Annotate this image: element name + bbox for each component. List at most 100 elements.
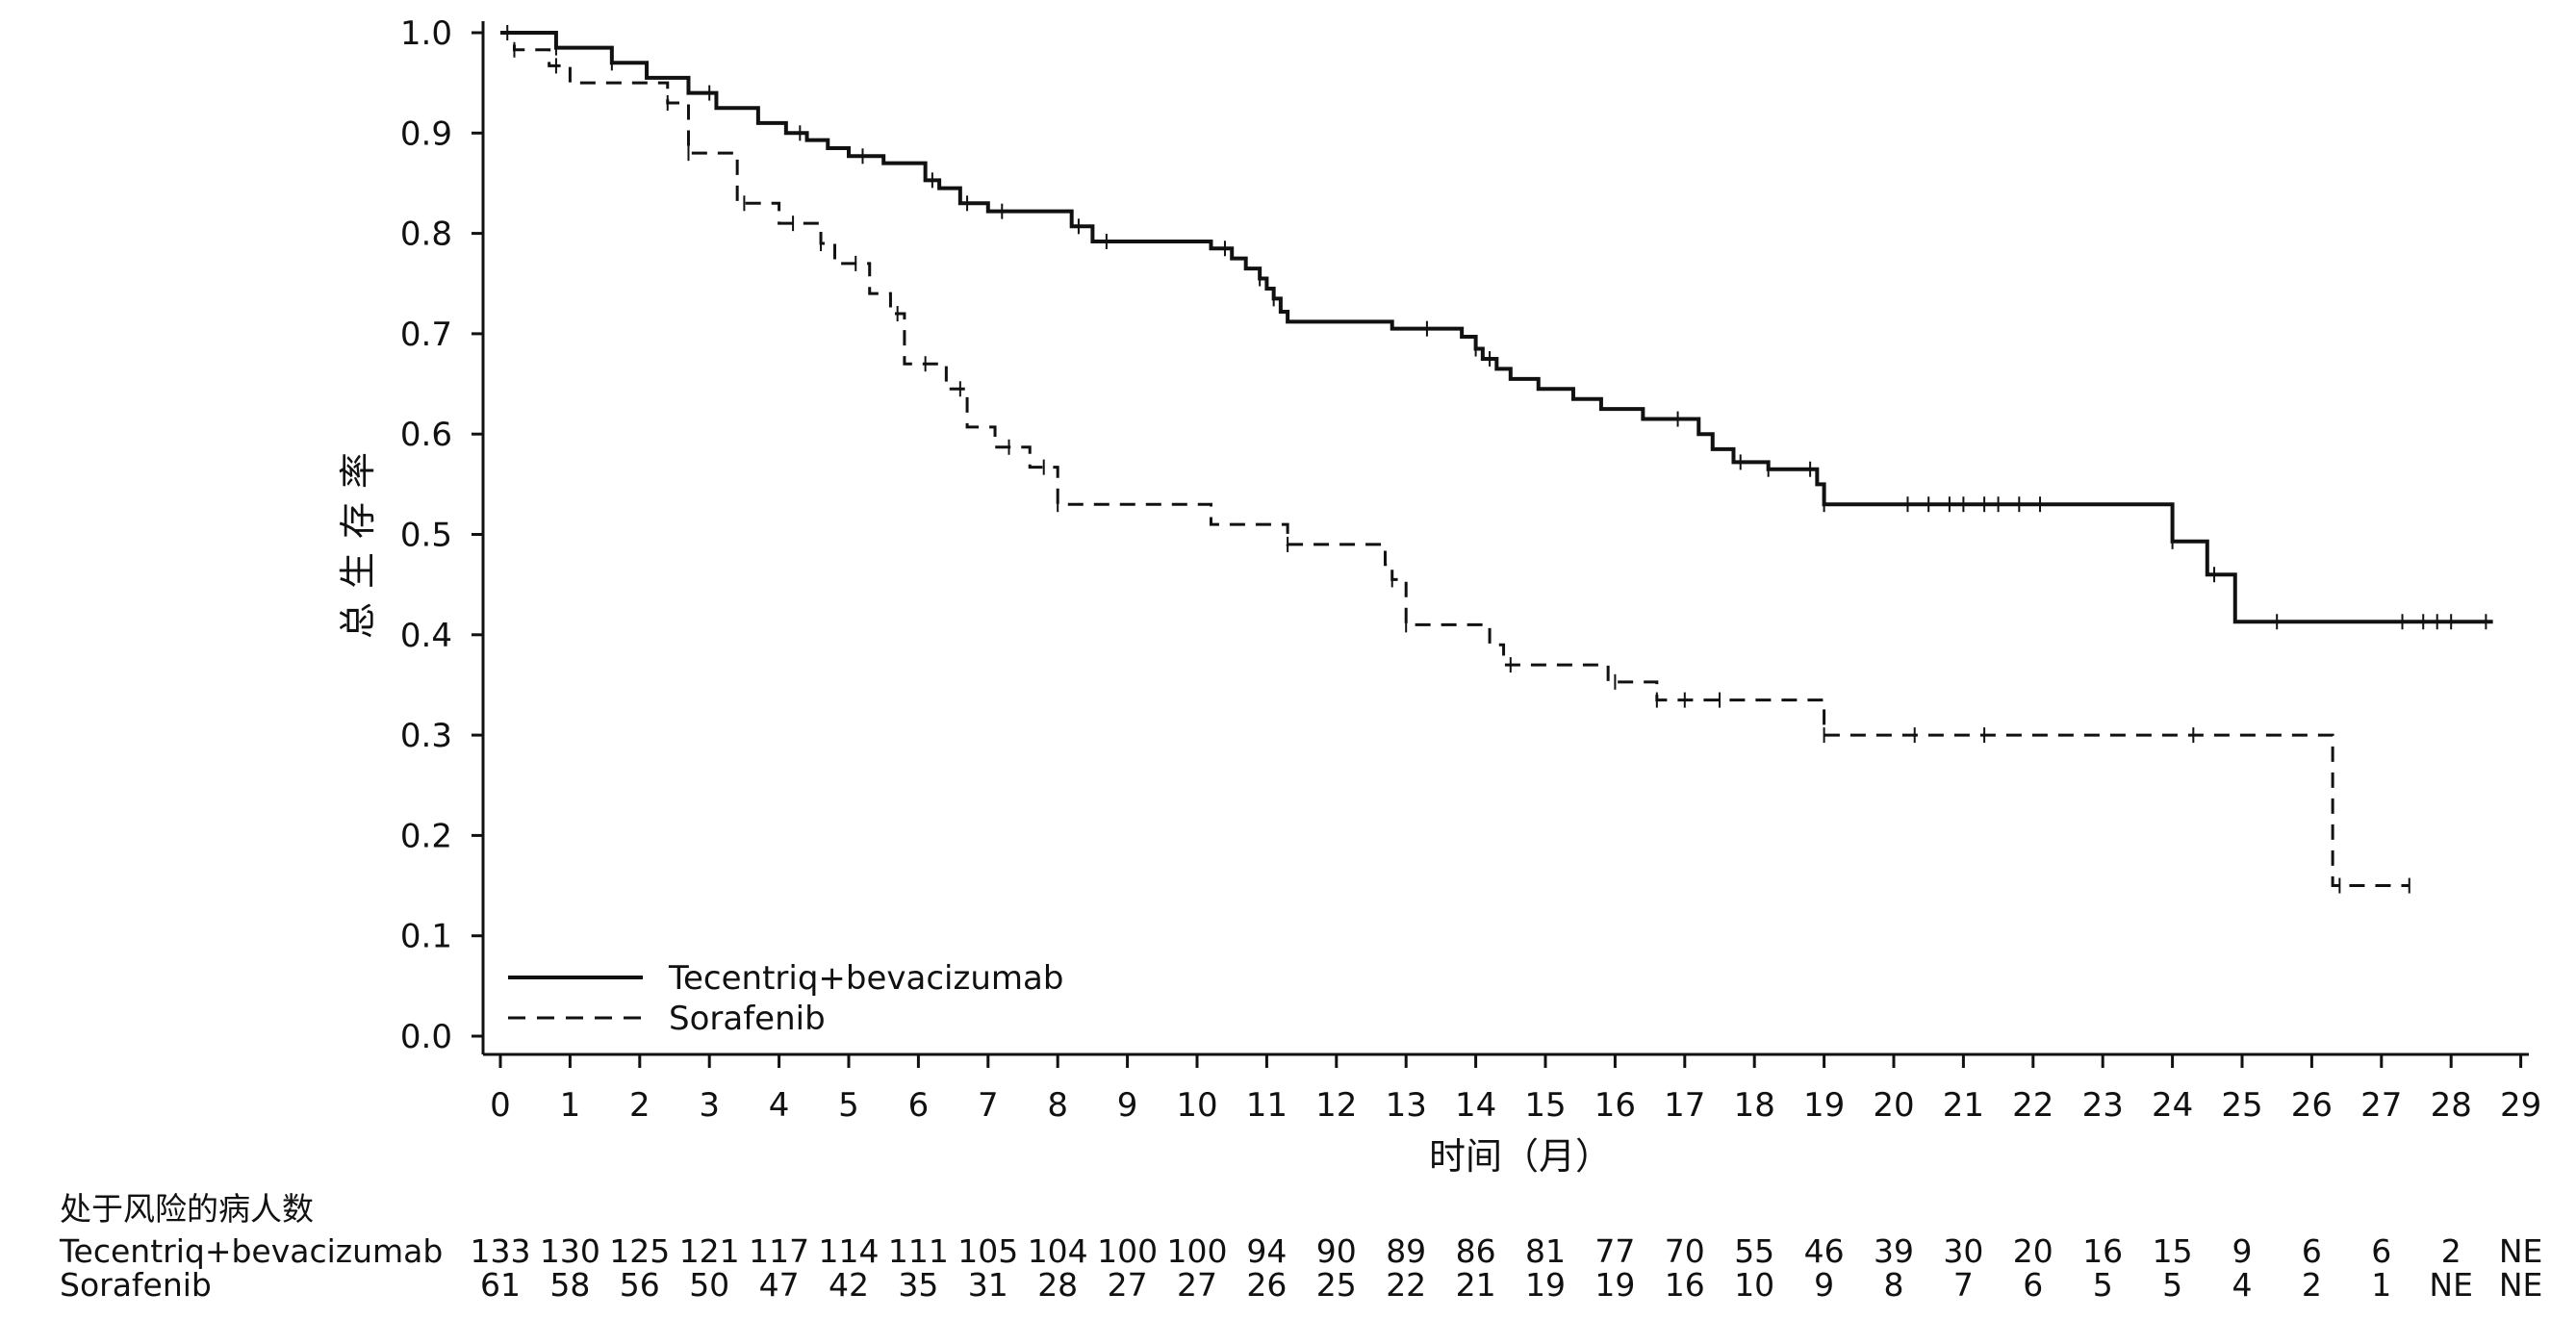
risk-value: NE: [2499, 1232, 2543, 1270]
x-tick-label: 21: [1943, 1086, 1984, 1125]
risk-value: 77: [1594, 1232, 1635, 1270]
x-tick-label: 5: [838, 1086, 859, 1125]
x-tick-label: 19: [1803, 1086, 1845, 1125]
x-tick-label: 6: [908, 1086, 930, 1125]
x-tick-label: 28: [2431, 1086, 2472, 1125]
x-tick-label: 8: [1047, 1086, 1068, 1125]
risk-value: 26: [1246, 1266, 1287, 1304]
risk-value: 58: [549, 1266, 590, 1304]
risk-value: 25: [1316, 1266, 1357, 1304]
axes: [481, 21, 2529, 1056]
x-axis-title: 时间（月）: [1429, 1135, 1612, 1178]
risk-value: 20: [2013, 1232, 2053, 1270]
x-tick-label: 14: [1455, 1086, 1496, 1125]
risk-value: 27: [1108, 1266, 1148, 1304]
risk-value: 28: [1037, 1266, 1078, 1304]
risk-value: 125: [609, 1232, 670, 1270]
risk-value: 22: [1386, 1266, 1426, 1304]
risk-value: 6: [2302, 1232, 2322, 1270]
risk-value: 50: [689, 1266, 729, 1304]
x-tick-label: 10: [1176, 1086, 1217, 1125]
risk-value: 5: [2162, 1266, 2182, 1304]
risk-value: 9: [1814, 1266, 1834, 1304]
risk-table-title: 处于风险的病人数: [60, 1190, 314, 1228]
y-tick-label: 0.3: [400, 717, 452, 755]
risk-value: 55: [1734, 1232, 1774, 1270]
risk-row-label-sorafenib: Sorafenib: [60, 1266, 212, 1304]
risk-value: 16: [2082, 1232, 2123, 1270]
x-tick-label: 9: [1117, 1086, 1138, 1125]
risk-value: 39: [1874, 1232, 1914, 1270]
risk-value: 121: [679, 1232, 740, 1270]
risk-value: 47: [759, 1266, 800, 1304]
risk-row-label-tecentriq: Tecentriq+bevacizumab: [59, 1232, 443, 1270]
x-tick-label: 17: [1664, 1086, 1705, 1125]
risk-value: 111: [888, 1232, 949, 1270]
series-layer: [500, 25, 2493, 894]
risk-value: 4: [2232, 1266, 2253, 1304]
x-tick-label: 25: [2221, 1086, 2262, 1125]
risk-value: 5: [2093, 1266, 2113, 1304]
risk-value: 89: [1386, 1232, 1426, 1270]
risk-value: 70: [1665, 1232, 1705, 1270]
risk-value: 133: [471, 1232, 531, 1270]
y-tick-label: 0.0: [400, 1018, 452, 1056]
y-tick-label: 0.2: [400, 817, 452, 855]
y-tick-label: 0.7: [400, 316, 452, 354]
risk-value: 2: [2302, 1266, 2322, 1304]
risk-value: 31: [968, 1266, 1008, 1304]
risk-value: 46: [1804, 1232, 1845, 1270]
risk-value: 100: [1097, 1232, 1158, 1270]
x-tick-label: 0: [490, 1086, 511, 1125]
risk-value: 90: [1316, 1232, 1357, 1270]
risk-table: 处于风险的病人数 Tecentriq+bevacizumab Sorafenib…: [59, 1190, 2542, 1304]
risk-value: 19: [1525, 1266, 1566, 1304]
y-tick-label: 0.6: [400, 416, 452, 454]
risk-value: 105: [957, 1232, 1018, 1270]
risk-value: 42: [829, 1266, 869, 1304]
x-tick-label: 20: [1873, 1086, 1914, 1125]
risk-value: 117: [749, 1232, 809, 1270]
risk-value: NE: [2429, 1266, 2473, 1304]
risk-value: 9: [2232, 1232, 2253, 1270]
risk-value: 1: [2371, 1266, 2391, 1304]
series-line-sorafenib: [500, 31, 2410, 888]
legend: Tecentriq+bevacizumab Sorafenib: [508, 959, 1063, 1038]
y-tick-label: 0.5: [400, 517, 452, 555]
risk-value: 19: [1594, 1266, 1635, 1304]
y-tick-label: 0.9: [400, 114, 452, 153]
y-tick-label: 0.4: [400, 617, 452, 655]
y-tick-label: 0.1: [400, 918, 452, 956]
risk-value: 21: [1456, 1266, 1496, 1304]
x-tick-label: 11: [1246, 1086, 1288, 1125]
risk-value: 61: [480, 1266, 521, 1304]
risk-value: 130: [540, 1232, 600, 1270]
risk-value: 6: [2023, 1266, 2043, 1304]
x-tick-label: 24: [2152, 1086, 2193, 1125]
x-tick-label: 4: [769, 1086, 790, 1125]
risk-value: 114: [819, 1232, 880, 1270]
risk-value: 10: [1734, 1266, 1774, 1304]
x-tick-label: 29: [2500, 1086, 2541, 1125]
risk-value: 94: [1246, 1232, 1287, 1270]
x-tick-label: 18: [1734, 1086, 1775, 1125]
x-tick-label: 1: [560, 1086, 581, 1125]
risk-value: 27: [1177, 1266, 1217, 1304]
x-tick-label: 3: [699, 1086, 720, 1125]
x-tick-label: 15: [1524, 1086, 1566, 1125]
risk-values: 133 130 125 121 117 114 111 105 104 100 100 94 90 89 8…: [471, 1232, 2543, 1304]
legend-label-sorafenib: Sorafenib: [669, 1000, 826, 1038]
risk-value: NE: [2499, 1266, 2543, 1304]
y-axis-title: 总生存率: [337, 439, 379, 639]
risk-value: 2: [2441, 1232, 2461, 1270]
risk-value: 30: [1943, 1232, 1983, 1270]
legend-label-tecentriq: Tecentriq+bevacizumab: [668, 959, 1063, 998]
x-tick-label: 7: [978, 1086, 999, 1125]
risk-value: 56: [620, 1266, 660, 1304]
risk-value: 7: [1953, 1266, 1974, 1304]
axis-ticks: 0.00.10.20.30.40.50.60.70.80.91.00 1 2 3 4 5 6…: [400, 14, 2541, 1125]
risk-value: 16: [1665, 1266, 1705, 1304]
risk-value: 86: [1456, 1232, 1496, 1270]
risk-value: 6: [2371, 1232, 2391, 1270]
